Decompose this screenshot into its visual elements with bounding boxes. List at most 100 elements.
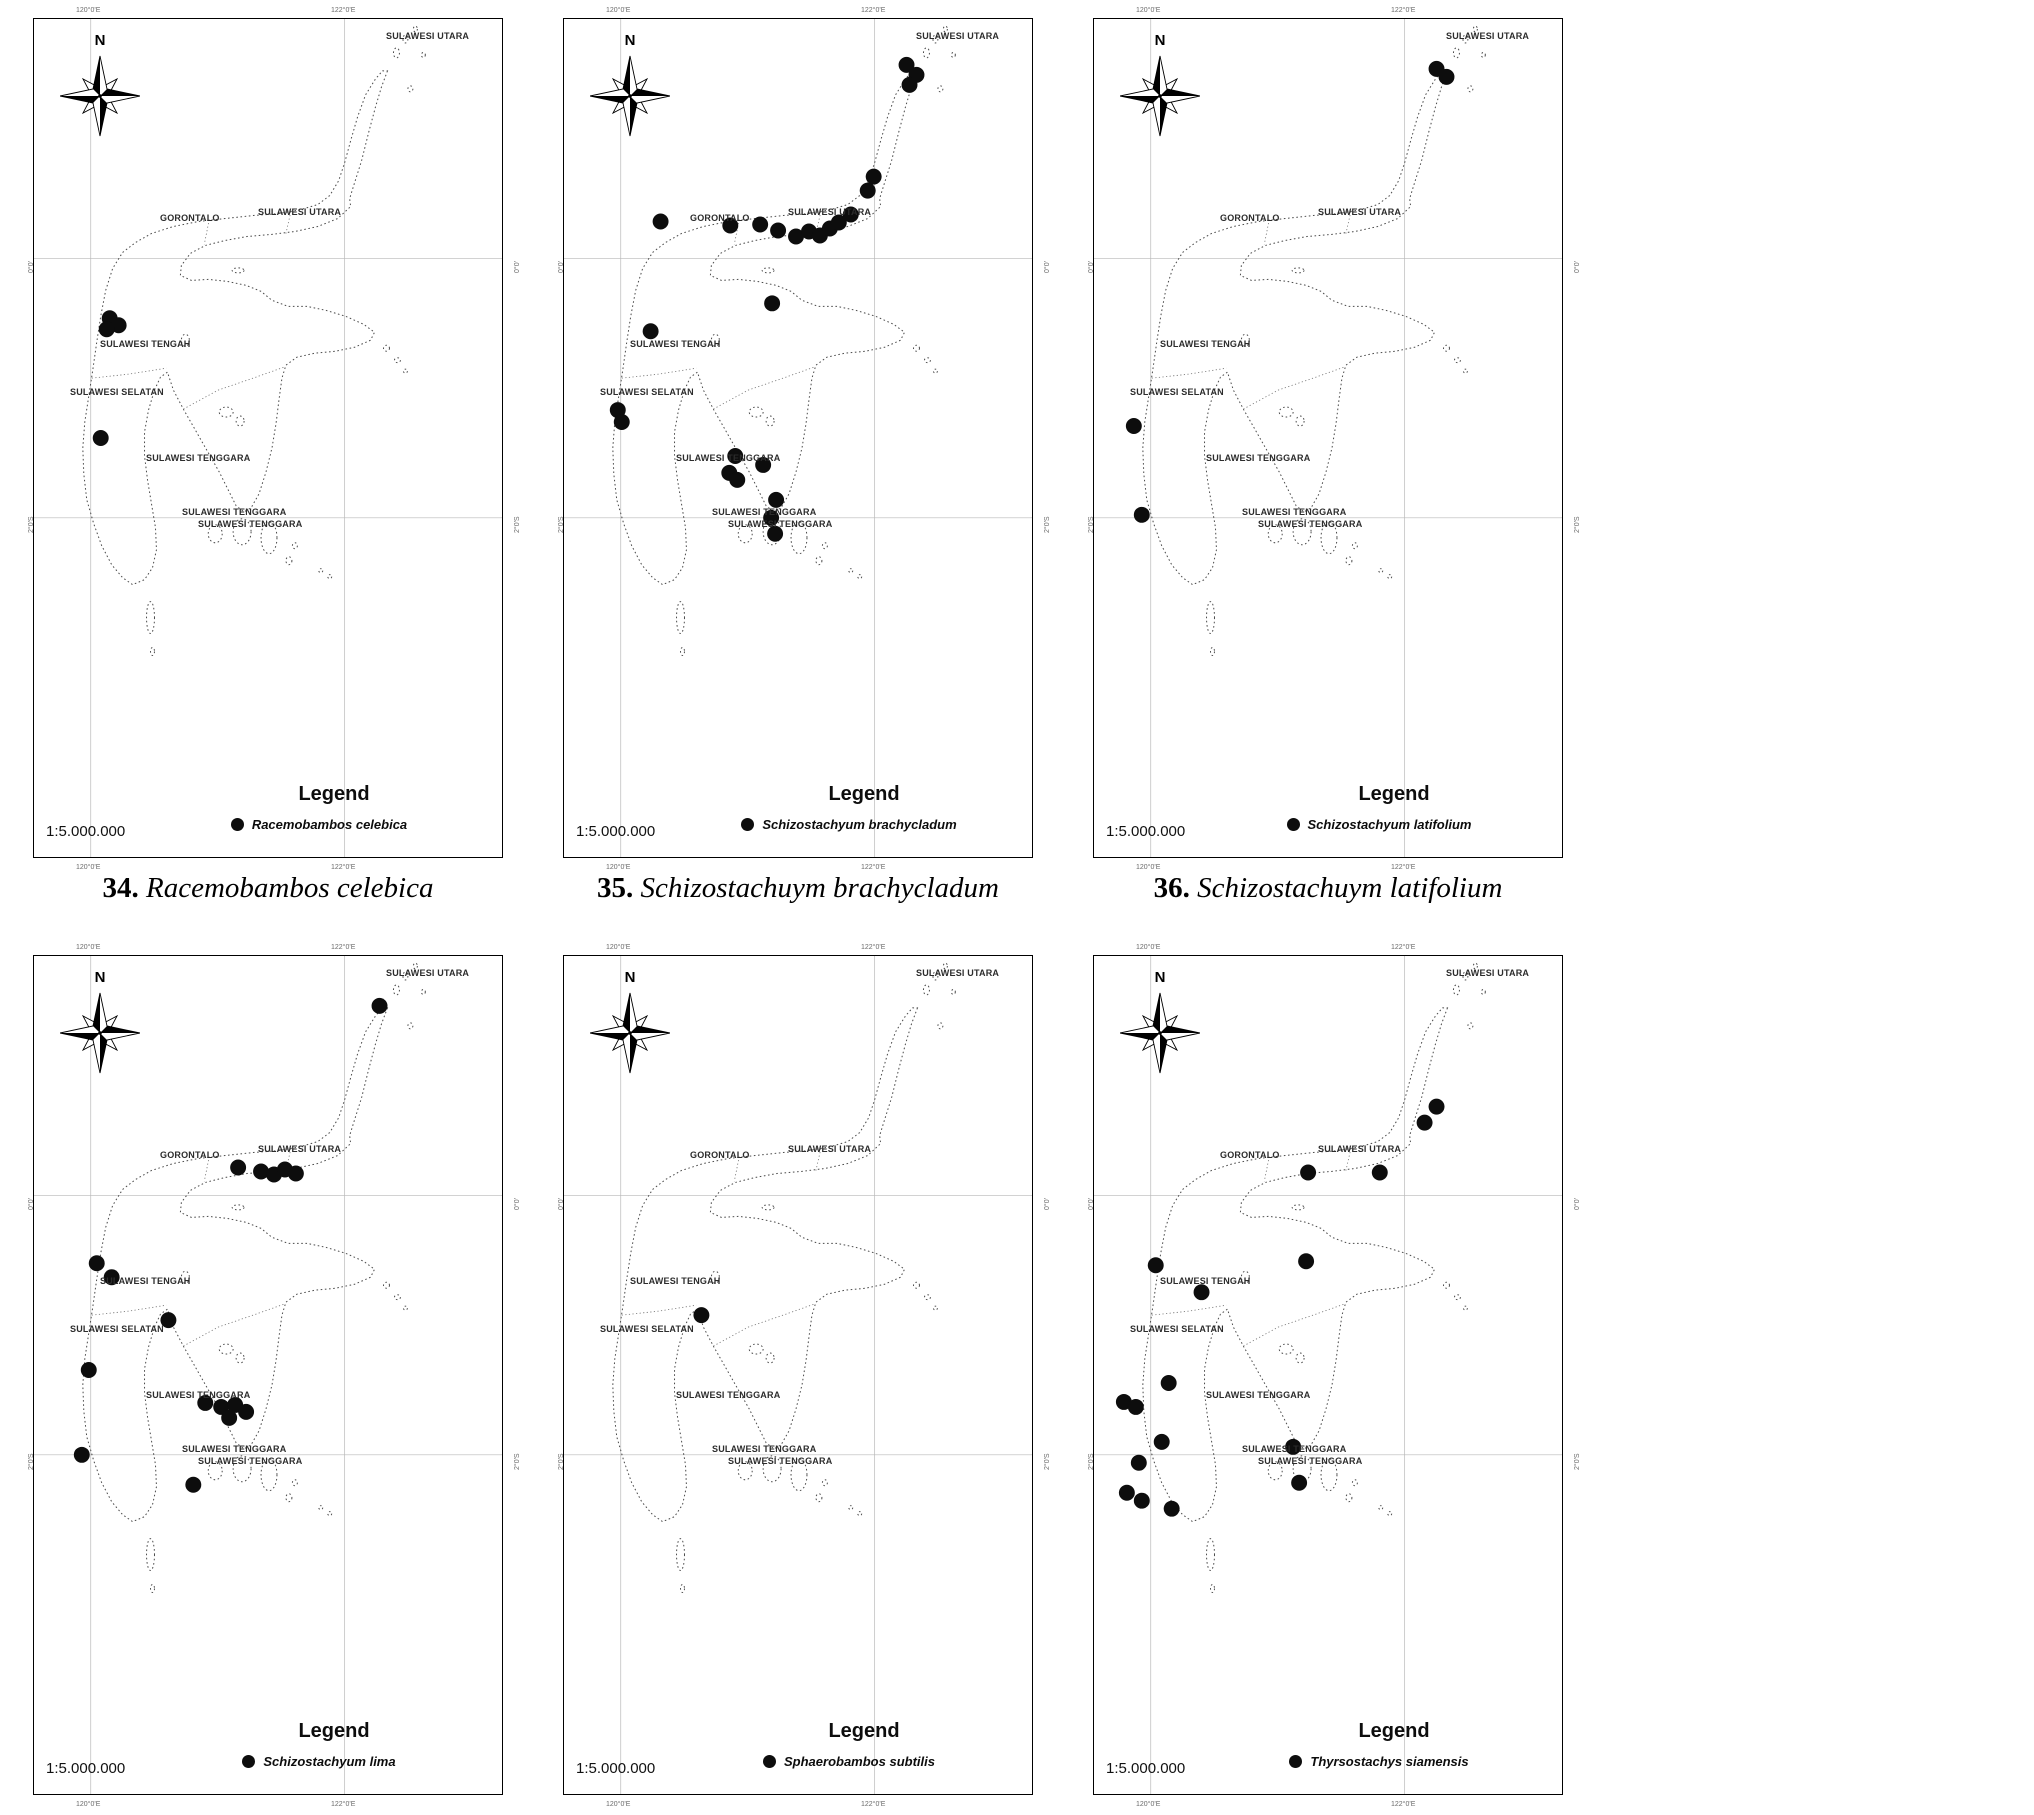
region-label: GORONTALO <box>1220 213 1280 223</box>
tick-label: 0°0' <box>28 1198 35 1210</box>
caption-number: 36. <box>1153 872 1190 904</box>
legend-title: Legend <box>1358 783 1430 805</box>
legend-species-label: Schizostachyum latifolium <box>1307 817 1472 832</box>
region-label: SULAWESI TENGAH <box>630 1276 721 1286</box>
tick-label: 120°0'E <box>606 1801 631 1808</box>
occurrence-point <box>1438 68 1455 85</box>
tick-label: 2°0'S <box>1574 1453 1581 1470</box>
caption-species: Racemobambos celebica <box>146 872 434 904</box>
occurrence-point <box>185 1476 202 1493</box>
legend-item: Sphaerobambos subtilis <box>674 1754 1024 1769</box>
compass-rose: N <box>1120 32 1200 137</box>
tick-label: 0°0' <box>514 1198 521 1210</box>
caption-number: 37. <box>124 1810 160 1815</box>
compass-rose: N <box>590 969 670 1074</box>
caption-number: 34. <box>102 872 139 904</box>
graticule-lines <box>34 956 502 1794</box>
occurrence-points <box>1125 60 1455 523</box>
occurrence-point <box>1125 418 1142 435</box>
occurrence-points <box>73 997 388 1493</box>
legend-species-label: Sphaerobambos subtilis <box>784 1754 935 1769</box>
compass-center <box>98 1031 102 1035</box>
region-label: SULAWESI TENGAH <box>1160 1276 1251 1286</box>
legend-dot-icon <box>741 818 755 831</box>
region-label: SULAWESI UTARA <box>1446 968 1530 978</box>
tick-label: 2°0'S <box>1088 516 1095 533</box>
tick-label: 2°0'S <box>1088 1453 1095 1470</box>
tick-label: 122°0'E <box>331 944 356 951</box>
sulawesi-outline <box>82 25 426 656</box>
province-boundaries-path <box>1151 211 1352 410</box>
legend-item: Racemobambos celebica <box>144 817 494 832</box>
small-islands <box>1206 25 1486 656</box>
small-islands <box>146 962 426 1593</box>
occurrence-point <box>1291 1474 1308 1491</box>
region-label: SULAWESI TENGGARA <box>146 453 251 463</box>
scale-text: 1:5.000.000 <box>46 1760 126 1777</box>
occurrence-point <box>160 1312 177 1329</box>
legend-title: Legend <box>828 783 900 805</box>
region-label: SULAWESI TENGGARA <box>1206 453 1311 463</box>
occurrence-point <box>609 402 626 419</box>
compass-rose: N <box>1120 969 1200 1074</box>
tick-label: 0°0' <box>1044 1198 1051 1210</box>
region-label: SULAWESI UTARA <box>1318 1144 1402 1154</box>
legend-dot-icon <box>1286 818 1300 831</box>
map-36-mount: SULAWESI UTARA GORONTALO SULAWESI UTARA SUL… <box>1088 7 1581 871</box>
sulawesi-outline <box>612 962 956 1593</box>
legend-title: Legend <box>298 783 370 805</box>
compass-rose: N <box>60 969 140 1074</box>
map-38-mount: SULAWESI UTARA GORONTALO SULAWESI UTARA SUL… <box>558 944 1051 1808</box>
tick-label: 2°0'S <box>1044 516 1051 533</box>
occurrence-point <box>1115 1393 1132 1410</box>
region-label: SULAWESI TENGGARA <box>1242 1444 1347 1454</box>
tick-label: 120°0'E <box>606 944 631 951</box>
region-label: SULAWESI SELATAN <box>600 387 694 397</box>
region-label: SULAWESI TENGGARA <box>146 1390 251 1400</box>
occurrence-point <box>901 76 918 93</box>
sulawesi-coastline-path <box>82 70 389 586</box>
sulawesi-coastline-path <box>1142 70 1449 586</box>
region-label: SULAWESI UTARA <box>258 1144 342 1154</box>
region-label: SULAWESI UTARA <box>1318 207 1402 217</box>
map-panel: SULAWESI UTARA GORONTALO SULAWESI UTARA SUL… <box>1088 7 1581 871</box>
tick-label: 2°0'S <box>28 516 35 533</box>
occurrence-point <box>865 168 882 185</box>
tick-label: 0°0' <box>1088 1198 1095 1210</box>
sulawesi-outline <box>82 962 426 1593</box>
tick-label: 120°0'E <box>606 7 631 14</box>
caption-species: Schizostachyum lima <box>168 1810 412 1815</box>
occurrence-point <box>371 997 388 1014</box>
north-label: N <box>625 32 636 49</box>
tick-label: 120°0'E <box>1136 1801 1161 1808</box>
tick-label: 120°0'E <box>76 7 101 14</box>
region-label: SULAWESI UTARA <box>788 1144 872 1154</box>
occurrence-point <box>1130 1454 1147 1471</box>
occurrence-point <box>1118 1484 1135 1501</box>
tick-label: 0°0' <box>28 261 35 273</box>
occurrence-point <box>230 1159 247 1176</box>
occurrence-point <box>287 1165 304 1182</box>
tick-label: 2°0'S <box>558 516 565 533</box>
tick-label: 0°0' <box>1574 261 1581 273</box>
north-label: N <box>1155 32 1166 49</box>
occurrence-point <box>693 1307 710 1324</box>
occurrence-points <box>693 1307 710 1324</box>
legend-species-label: Schizostachyum lima <box>263 1754 396 1769</box>
occurrence-point <box>898 56 915 73</box>
occurrence-point <box>253 1163 269 1180</box>
tick-label: 2°0'S <box>28 1453 35 1470</box>
occurrence-point <box>92 430 109 446</box>
sulawesi-coastline-path <box>612 70 919 586</box>
map-panel: SULAWESI UTARA GORONTALO SULAWESI UTARA SUL… <box>558 7 1051 871</box>
occurrence-point <box>213 1398 230 1415</box>
small-islands <box>146 25 426 656</box>
occurrence-point <box>1127 1398 1144 1415</box>
legend-species-label: Thyrsostachys siamensis <box>1310 1754 1469 1769</box>
region-label: GORONTALO <box>1220 1150 1280 1160</box>
north-label: N <box>1155 969 1166 986</box>
occurrence-point <box>221 1409 238 1426</box>
figure-caption: 37. Schizostachyum lima <box>33 1810 503 1815</box>
region-label: SULAWESI UTARA <box>916 31 1000 41</box>
